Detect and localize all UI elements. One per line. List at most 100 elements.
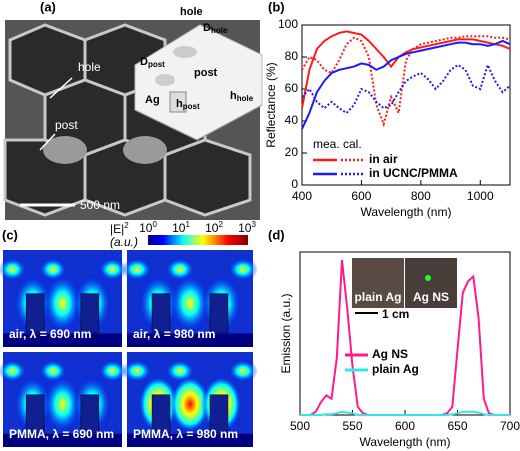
legend-label: in UCNC/PMMA xyxy=(369,166,458,180)
scale-bar-label: 500 nm xyxy=(80,198,120,212)
series-line xyxy=(301,62,511,115)
field-hotspot xyxy=(164,359,196,383)
field-hotspot xyxy=(227,257,259,282)
field-hotspot xyxy=(169,274,211,333)
map-label: PMMA, λ = 980 nm xyxy=(133,427,238,441)
colorbar-tick-label: 103 xyxy=(238,220,256,235)
y-axis-label: Reflectance (%) xyxy=(264,62,278,147)
inset-label: plain Ag xyxy=(355,290,402,304)
post-outline xyxy=(80,293,100,333)
field-hotspot xyxy=(43,375,82,433)
schematic-edge xyxy=(134,104,263,141)
field-hotspot xyxy=(98,257,127,282)
colorbar-tick-base: 10 xyxy=(172,221,186,235)
x-axis-label: Wavelength (nm) xyxy=(360,435,451,449)
y-tick-label: 40 xyxy=(285,113,299,127)
x-tick-label: 550 xyxy=(342,419,362,433)
post-outline xyxy=(209,394,229,433)
inset-label: Ag NS xyxy=(413,290,449,304)
post-shape xyxy=(169,91,187,113)
schematic-label: Dhole xyxy=(203,22,228,35)
x-tick-label: 1000 xyxy=(467,189,494,203)
scale-bar-label: 1 cm xyxy=(382,307,409,321)
schematic-label: Ag xyxy=(145,94,160,106)
field-hotspot xyxy=(0,257,27,282)
substrate xyxy=(127,333,253,347)
colorbar-label: |E|2 xyxy=(110,221,129,236)
colorbar: |E|2 (a.u.) 100 101 102 103 xyxy=(110,220,256,249)
charts: 400 600 800 1000 0 20 40 60 80 100 Wavelength (nm)… xyxy=(264,17,520,449)
photo xyxy=(352,258,404,308)
colorbar-tick-base: 10 xyxy=(238,221,252,235)
field-hotspot xyxy=(121,359,153,383)
legend-label: in air xyxy=(369,152,398,166)
x-tick-label: 400 xyxy=(292,189,312,203)
post-outline xyxy=(209,293,229,333)
field-hotspot xyxy=(0,359,27,383)
field-hotspot xyxy=(43,274,82,333)
colorbar-bar xyxy=(148,235,248,245)
series-line xyxy=(300,410,510,416)
x-tick-label: 500 xyxy=(290,419,310,433)
post-outline xyxy=(80,394,100,433)
x-axis-label: Wavelength (nm) xyxy=(361,205,452,219)
hole-shape xyxy=(155,74,175,86)
field-hotspot xyxy=(38,257,68,282)
arrow xyxy=(49,77,73,99)
field-hotspot xyxy=(227,359,259,383)
field-maps: air, λ = 690 nm air, λ = 980 nm PMMA, λ = … xyxy=(0,250,259,447)
x-tick-label: 800 xyxy=(411,189,431,203)
x-tick-label: 650 xyxy=(447,419,467,433)
y-tick-label: 80 xyxy=(285,49,299,63)
colorbar-tick-exponent: 2 xyxy=(218,220,223,229)
y-tick-label: 60 xyxy=(285,81,299,95)
colorbar-tick-exponent: 0 xyxy=(152,220,157,229)
field-hotspot xyxy=(164,257,196,282)
substrate xyxy=(3,333,122,347)
colorbar-tick-label: 102 xyxy=(205,220,223,235)
inset: plain Ag Ag NS 1 cm xyxy=(352,258,457,321)
y-tick-label: 20 xyxy=(285,145,299,159)
panel-label: (b) xyxy=(268,0,285,14)
field-hotspot xyxy=(169,375,211,433)
arrow xyxy=(39,133,56,151)
schematic-label: post xyxy=(194,67,218,79)
series-line xyxy=(301,39,511,130)
image-label: post xyxy=(55,118,78,132)
schematic-label: Dpost xyxy=(140,56,165,69)
colorbar-tick-exponent: 1 xyxy=(185,220,190,229)
x-tick-label: 600 xyxy=(395,419,415,433)
field-hotspot xyxy=(121,257,153,282)
substrate xyxy=(3,433,122,447)
post xyxy=(123,136,167,164)
x-tick-label: 600 xyxy=(351,189,371,203)
legend-label: Ag NS xyxy=(372,347,408,361)
legend-label: plain Ag xyxy=(372,362,419,376)
panel-label: (a) xyxy=(40,0,56,14)
colorbar-tick-base: 10 xyxy=(139,221,153,235)
post-outline xyxy=(25,293,45,333)
photo xyxy=(405,258,457,308)
x-tick-label: 700 xyxy=(500,419,520,433)
field-hotspot xyxy=(98,359,127,383)
y-tick-label: 100 xyxy=(278,17,298,31)
map-label: air, λ = 980 nm xyxy=(133,327,215,341)
y-tick-label: 0 xyxy=(291,177,298,191)
colorbar-tick-exponent: 3 xyxy=(251,220,256,229)
colorbar-tick-label: 101 xyxy=(172,220,190,235)
series-line xyxy=(301,30,511,109)
colorbar-tick-label: 100 xyxy=(139,220,157,235)
legend-title: mea. cal. xyxy=(313,137,362,151)
field-hotspot xyxy=(38,359,68,383)
hole-shape xyxy=(173,46,197,58)
post-outline xyxy=(151,293,171,333)
emission-spot xyxy=(425,275,431,281)
schematic-label: hole xyxy=(180,6,203,18)
panel-label: (c) xyxy=(2,227,18,242)
post-outline xyxy=(25,394,45,433)
image-label: hole xyxy=(78,60,101,74)
colorbar-unit: (a.u.) xyxy=(110,235,138,249)
colorbar-tick-base: 10 xyxy=(205,221,219,235)
post xyxy=(43,136,87,164)
